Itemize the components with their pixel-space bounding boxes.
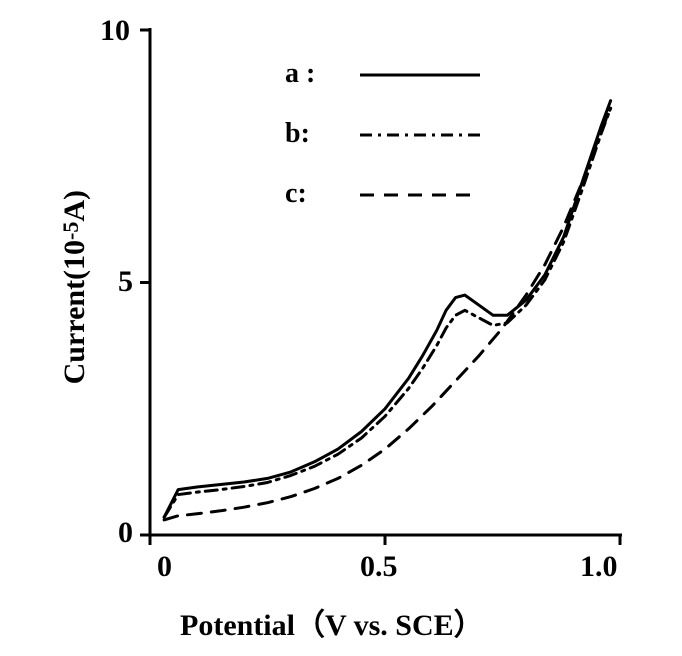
ytick-0: 0 [118, 516, 133, 550]
xtick-1: 1.0 [580, 550, 618, 584]
series-c [164, 108, 610, 520]
cv-chart: Current(10-5A) Potential（V vs. SCE） 0 5 … [0, 0, 682, 656]
x-axis-label: Potential（V vs. SCE） [180, 600, 484, 644]
ytick-10: 10 [100, 14, 130, 48]
series-b [164, 108, 610, 517]
legend-a-label: a : [285, 58, 315, 90]
legend-b-label: b: [285, 118, 310, 150]
legend-c-label: c: [285, 178, 307, 210]
xtick-05: 0.5 [360, 550, 398, 584]
series-a [164, 101, 610, 518]
ytick-5: 5 [118, 265, 133, 299]
xtick-0: 0 [157, 550, 172, 584]
y-axis-label: Current(10-5A) [58, 152, 92, 422]
